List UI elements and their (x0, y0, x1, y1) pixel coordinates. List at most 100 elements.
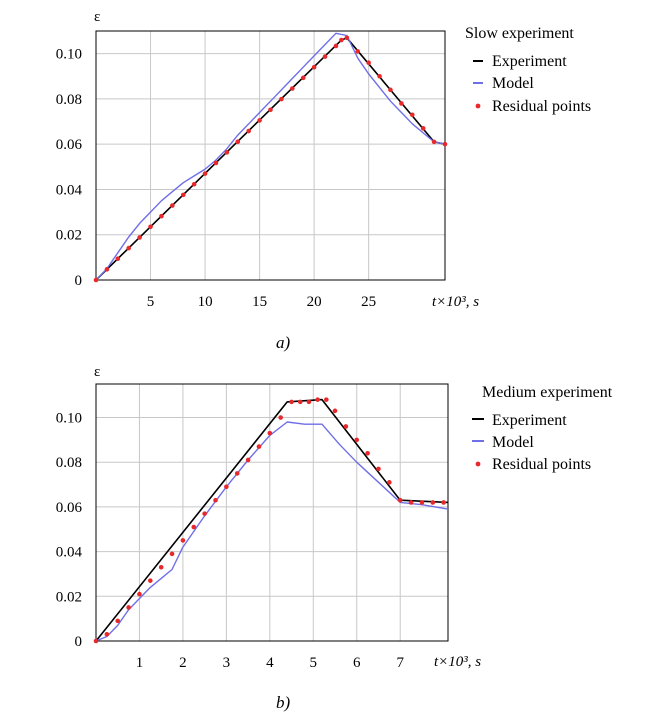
residual-point (410, 112, 415, 117)
legend-model-label: Model (492, 75, 534, 92)
residual-point (202, 511, 207, 516)
residual-point (116, 256, 121, 261)
y-tick-label: 0.06 (56, 137, 83, 153)
model-line (96, 33, 445, 280)
residual-point (290, 86, 295, 91)
residual-point (430, 500, 435, 505)
residual-point (333, 409, 338, 414)
y-tick-labels: 0 0.02 0.04 0.06 0.08 0.10 (56, 47, 83, 289)
residual-point (301, 76, 306, 81)
plot-area-frame (96, 31, 445, 280)
panel-label-b: b) (276, 693, 291, 712)
x-tick-label: 10 (198, 294, 213, 310)
y-tick-label: 0.08 (56, 455, 82, 471)
grid-lines (96, 384, 448, 641)
residual-point (192, 182, 197, 187)
x-tick-label: 1 (136, 655, 144, 671)
residual-point (126, 605, 131, 610)
y-tick-label: 0 (75, 273, 83, 289)
x-tick-labels: 5 10 15 20 25 (147, 294, 376, 310)
x-tick-label: 2 (179, 655, 187, 671)
residual-point (420, 500, 425, 505)
residual-point (345, 35, 350, 40)
y-tick-label: 0.10 (56, 411, 82, 427)
residual-point (323, 54, 328, 59)
residual-point (159, 565, 164, 570)
residual-point (377, 74, 382, 79)
x-tick-label: 5 (147, 294, 155, 310)
residual-point (278, 415, 283, 420)
legend-residual-label: Residual points (492, 456, 591, 473)
residual-point (289, 400, 294, 405)
y-tick-label: 0.04 (56, 182, 83, 198)
residual-point (355, 49, 360, 54)
residual-point (225, 150, 230, 155)
residual-point (257, 444, 262, 449)
residual-point (334, 44, 339, 49)
legend-title: Medium experiment (482, 384, 613, 401)
experiment-line (96, 38, 445, 280)
residual-point (235, 471, 240, 476)
y-axis-label: ε (94, 9, 100, 25)
residual-point (148, 225, 153, 230)
residual-point (376, 467, 381, 472)
series-layer (94, 33, 448, 282)
residual-point (94, 278, 99, 283)
y-tick-label: 0.08 (56, 92, 82, 108)
legend-experiment-label: Experiment (492, 53, 567, 70)
plot-area-frame (96, 384, 448, 641)
x-tick-label: 15 (252, 294, 267, 310)
residual-point (235, 139, 240, 144)
residual-point (279, 97, 284, 102)
residual-point (191, 525, 196, 530)
residual-point (170, 552, 175, 557)
x-tick-label: 25 (361, 294, 376, 310)
residual-point (137, 592, 142, 597)
residual-point (257, 118, 262, 123)
residual-point (365, 451, 370, 456)
residual-point (137, 235, 142, 240)
residual-point (181, 538, 186, 543)
x-tick-label: 3 (223, 655, 231, 671)
x-tick-label: 20 (307, 294, 322, 310)
residual-point (181, 193, 186, 198)
legend-residual-swatch (476, 462, 481, 467)
residual-point (94, 639, 99, 644)
residual-point (268, 107, 273, 112)
residual-point (159, 214, 164, 219)
model-line (96, 422, 448, 641)
legend-experiment-label: Experiment (492, 412, 567, 429)
residual-point (324, 397, 329, 402)
residual-point (421, 126, 426, 131)
residual-point (366, 60, 371, 65)
legend: Slow experiment Experiment Model Residua… (465, 25, 591, 115)
x-axis-label: t×10³, s (434, 654, 481, 670)
y-tick-label: 0 (75, 634, 83, 650)
residual-point (213, 498, 218, 503)
legend-residual-label: Residual points (492, 98, 591, 115)
residual-point (105, 267, 110, 272)
residual-point (224, 485, 229, 490)
residual-point (298, 400, 303, 405)
residual-point (203, 171, 208, 176)
y-tick-label: 0.04 (56, 545, 83, 561)
legend-model-label: Model (492, 434, 534, 451)
x-tick-label: 6 (353, 655, 361, 671)
residual-point (214, 161, 219, 166)
x-tick-label: 5 (310, 655, 318, 671)
x-tick-label: 7 (396, 655, 404, 671)
residual-point (148, 578, 153, 583)
x-tick-labels: 1 2 3 4 5 6 7 (136, 655, 405, 671)
residual-point (307, 400, 312, 405)
residual-point (105, 632, 110, 637)
y-tick-label: 0.06 (56, 500, 83, 516)
residual-point (268, 431, 273, 436)
residual-point (246, 129, 251, 134)
residual-point (344, 424, 349, 429)
x-tick-label: 4 (266, 655, 274, 671)
residual-point (432, 140, 437, 145)
y-axis-label: ε (94, 364, 100, 380)
residual-point (399, 101, 404, 106)
residual-point (443, 142, 448, 147)
